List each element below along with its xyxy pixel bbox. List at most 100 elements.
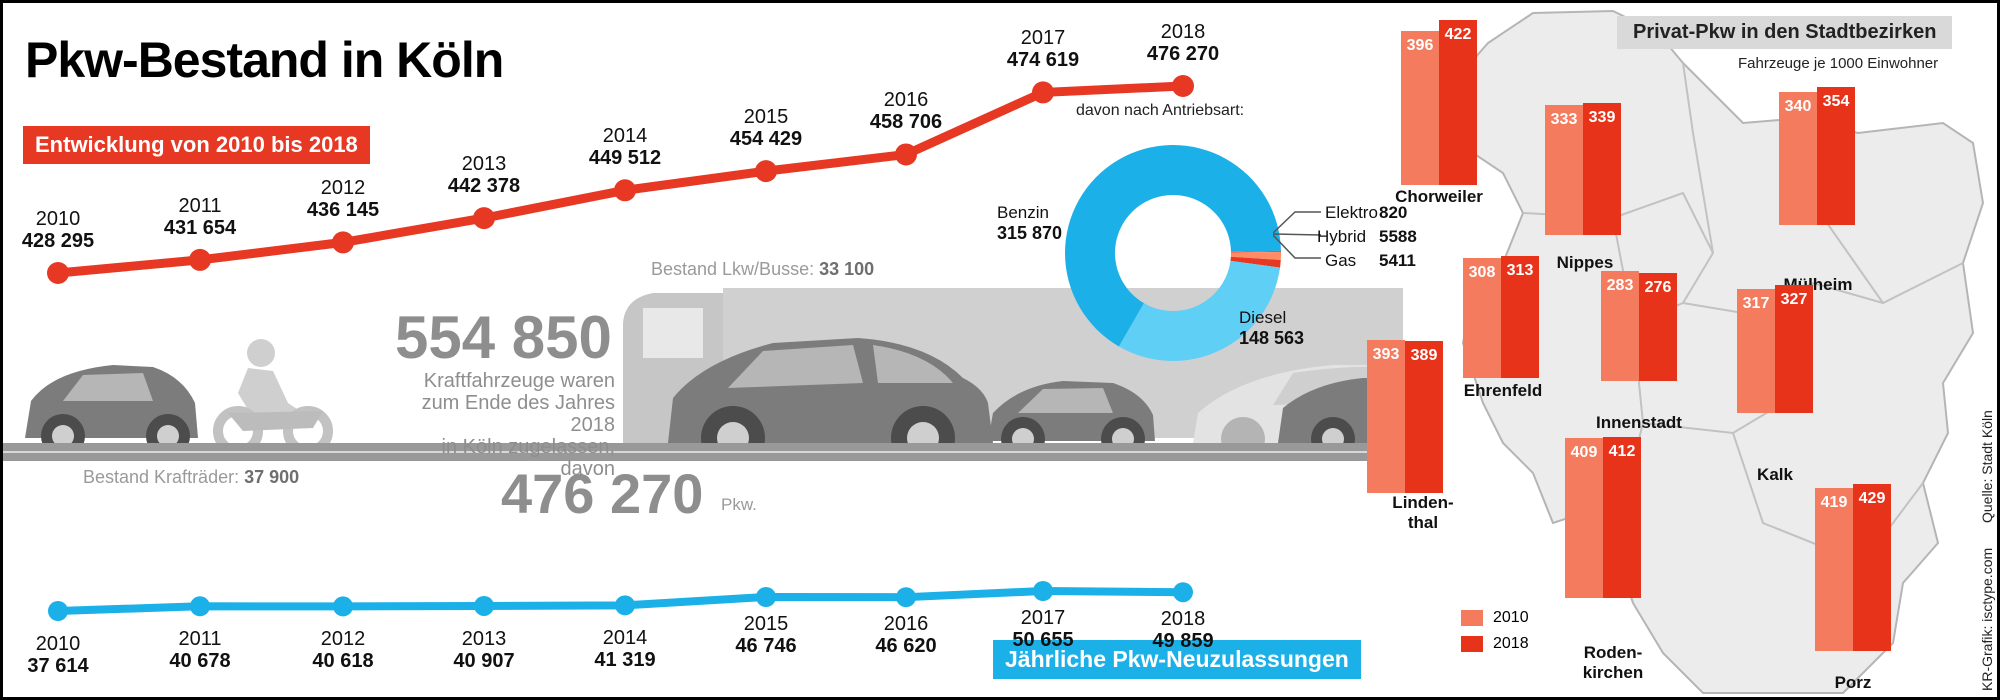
bestand-point-2016 bbox=[895, 143, 917, 166]
bar-rodenkirchen-2018 bbox=[1603, 437, 1641, 598]
diesel-label: Diesel 148 563 bbox=[1239, 308, 1304, 349]
road-line bbox=[3, 451, 1403, 453]
bar-ehrenfeld-2010 bbox=[1463, 257, 1501, 378]
gas-name: Gas bbox=[1325, 251, 1357, 270]
district-bars: 396 422 Chorweiler 333 339 Nippes 340 354 Mülhei… bbox=[3, 3, 1997, 697]
krad-label: Bestand Krafträder: bbox=[83, 467, 240, 487]
diesel-value: 148 563 bbox=[1239, 328, 1305, 348]
bestand-label-2017: 2017 474 619 bbox=[1007, 27, 1079, 71]
neuzulassungen-label-2018-year: 2018 bbox=[1160, 608, 1206, 631]
krad-stock: Bestand Krafträder: 37 900 bbox=[83, 467, 299, 488]
neuzulassungen-label-2018: 2018 49 859 bbox=[1152, 608, 1213, 652]
neuzulassungen-line-chart bbox=[48, 581, 1193, 621]
benzin-label: Benzin 315 870 bbox=[997, 203, 1062, 244]
kfz-line-2: zum Ende des Jahres 2018 bbox=[421, 392, 615, 436]
value-kalk-2010: 317 bbox=[1742, 295, 1770, 313]
value-kalk-2018: 327 bbox=[1780, 291, 1808, 309]
neuzulassungen-label-2011-value: 40 678 bbox=[169, 650, 231, 673]
neuzulassungen-point-2010 bbox=[48, 601, 68, 621]
lkw-label: Bestand Lkw/Busse: bbox=[651, 259, 815, 279]
bar-innenstadt-2010 bbox=[1601, 270, 1639, 381]
value-chorweiler-2010: 396 bbox=[1406, 36, 1434, 54]
bar-nippes-2010 bbox=[1545, 105, 1583, 235]
benzin-name: Benzin bbox=[997, 203, 1049, 222]
value-ehrenfeld-2018: 313 bbox=[1506, 261, 1534, 279]
benzin-value: 315 870 bbox=[997, 223, 1063, 243]
bar-porz-2010 bbox=[1815, 487, 1853, 651]
bestand-point-2018 bbox=[1172, 75, 1194, 97]
neuzulassungen-label-2014-year: 2014 bbox=[602, 627, 648, 650]
donut-leader-lines bbox=[1273, 211, 1322, 259]
gas-value: 5411 bbox=[1379, 251, 1416, 270]
kfz-line-3: in Köln zugelassen, davon bbox=[441, 436, 615, 480]
pkw-suffix: Pkw. bbox=[721, 495, 757, 514]
legend-item-2010: 2010 bbox=[1461, 609, 1529, 627]
neuzulassungen-label-2011-year: 2011 bbox=[178, 628, 222, 651]
bar-chorweiler-2018 bbox=[1439, 20, 1477, 185]
donut-slice-diesel bbox=[1118, 260, 1281, 361]
bestand-label-2013-value: 442 378 bbox=[447, 175, 521, 198]
neuzulassungen-point-2017 bbox=[1033, 581, 1053, 601]
bestand-label-2016-year: 2016 bbox=[883, 89, 929, 112]
bestand-label-2010: 2010 428 295 bbox=[22, 208, 94, 252]
krad-value: 37 900 bbox=[244, 467, 300, 487]
bestand-label-2018-value: 476 270 bbox=[1146, 43, 1220, 65]
bestand-point-2011 bbox=[189, 248, 211, 271]
pkw-total: 476 270 bbox=[501, 462, 704, 525]
bar-rodenkirchen-2010 bbox=[1565, 438, 1603, 598]
neuzulassungen-label-2016-value: 46 620 bbox=[875, 635, 937, 658]
bestand-label-2017-value: 474 619 bbox=[1006, 49, 1080, 72]
bestand-label-2011-year: 2011 bbox=[178, 194, 222, 217]
bestand-label-2018: 2018 476 270 bbox=[1147, 21, 1219, 65]
bestand-label-2011-value: 431 654 bbox=[163, 216, 237, 239]
antriebsart-donut-chart bbox=[1065, 145, 1281, 361]
neuzulassungen-label-2010-value: 37 614 bbox=[27, 655, 89, 677]
bestand-label-2018-year: 2018 bbox=[1160, 21, 1206, 43]
value-lindenthal-2018: 389 bbox=[1410, 347, 1438, 365]
district-name-ehrenfeld: Ehrenfeld bbox=[1463, 381, 1543, 400]
legend-label-2010: 2010 bbox=[1493, 609, 1529, 626]
legend-swatch-2018 bbox=[1461, 636, 1483, 652]
neuzulassungen-label-2010: 2010 37 614 bbox=[27, 633, 88, 677]
kfz-line-1: Kraftfahrzeuge waren bbox=[423, 370, 615, 392]
value-rodenkirchen-2010: 409 bbox=[1570, 444, 1598, 462]
bar-lindenthal-2010 bbox=[1367, 339, 1405, 493]
value-innenstadt-2018: 276 bbox=[1644, 279, 1672, 297]
lkw-stock: Bestand Lkw/Busse: 33 100 bbox=[651, 259, 874, 280]
value-porz-2018: 429 bbox=[1858, 489, 1886, 507]
value-chorweiler-2018: 422 bbox=[1444, 26, 1472, 44]
bestand-label-2014-year: 2014 bbox=[602, 125, 648, 148]
development-badge: Entwicklung von 2010 bis 2018 bbox=[23, 126, 370, 164]
value-innenstadt-2010: 283 bbox=[1606, 276, 1634, 294]
bar-kalk-2018 bbox=[1775, 285, 1813, 413]
bestand-label-2015-year: 2015 bbox=[743, 106, 789, 129]
bestand-label-2014: 2014 449 512 bbox=[589, 125, 661, 169]
bestand-point-2012 bbox=[332, 231, 354, 254]
hybrid-value: 5588 bbox=[1379, 227, 1417, 246]
bestand-label-2015: 2015 454 429 bbox=[730, 106, 802, 150]
bestand-label-2010-value: 428 295 bbox=[21, 230, 95, 252]
district-name-nippes: Nippes bbox=[1556, 253, 1614, 272]
donut-title: davon nach Antriebsart: bbox=[1076, 102, 1245, 119]
neuzulassungen-point-2016 bbox=[896, 587, 916, 608]
legend-item-2018: 2018 bbox=[1461, 635, 1529, 653]
bestand-label-2012-value: 436 145 bbox=[306, 199, 380, 222]
donut-slice-hybrid bbox=[1230, 252, 1281, 260]
bar-chorweiler-2010 bbox=[1401, 30, 1439, 185]
vehicles-illustration bbox=[25, 288, 1403, 453]
bar-mülheim-2010 bbox=[1779, 92, 1817, 225]
neuzulassungen-point-2018 bbox=[1173, 582, 1193, 603]
district-name-rodenkirchen: Roden- kirchen bbox=[1582, 643, 1644, 682]
bestand-label-2010-year: 2010 bbox=[35, 208, 81, 230]
bestand-label-2011: 2011 431 654 bbox=[164, 195, 236, 239]
bestand-label-2013: 2013 442 378 bbox=[448, 153, 520, 197]
bar-kalk-2010 bbox=[1737, 289, 1775, 413]
district-name-kalk: Kalk bbox=[1757, 465, 1793, 484]
bestand-point-2015 bbox=[755, 160, 777, 183]
value-nippes-2010: 333 bbox=[1550, 111, 1578, 129]
motorcycle-icon bbox=[213, 339, 333, 453]
neuzulassungen-label-2017-value: 50 655 bbox=[1012, 629, 1074, 651]
bestand-label-2013-year: 2013 bbox=[461, 153, 507, 176]
neuzulassungen-label-2016: 2016 46 620 bbox=[875, 613, 936, 657]
neuzulassungen-point-2013 bbox=[474, 595, 494, 616]
